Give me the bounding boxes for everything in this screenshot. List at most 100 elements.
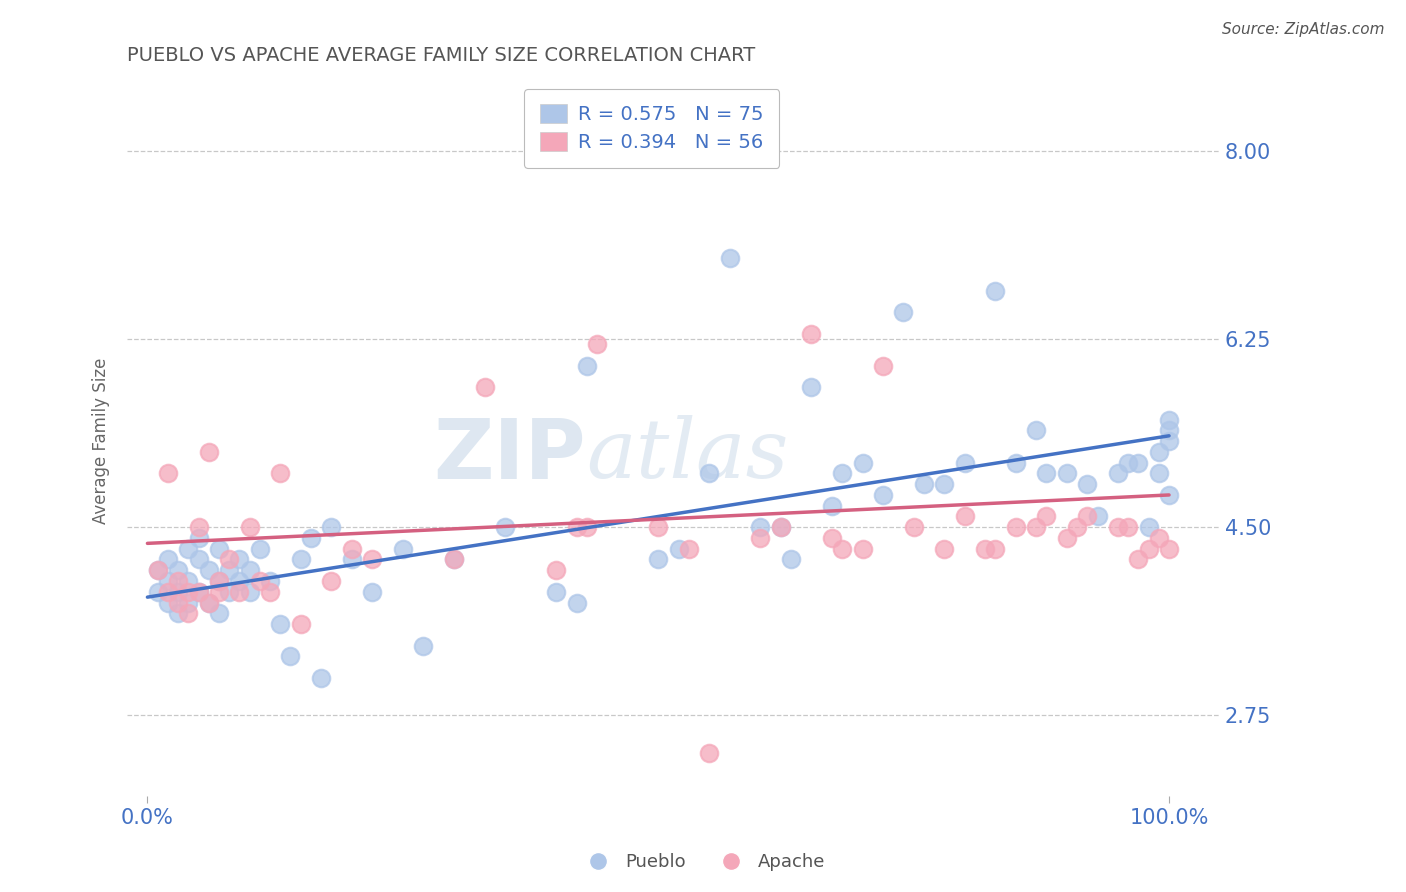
Point <box>167 563 190 577</box>
Point <box>984 541 1007 556</box>
Point <box>197 595 219 609</box>
Point <box>1107 467 1129 481</box>
Point <box>1025 424 1047 438</box>
Point <box>546 584 568 599</box>
Point <box>146 563 169 577</box>
Point <box>167 595 190 609</box>
Point <box>697 746 720 760</box>
Point <box>494 520 516 534</box>
Point <box>974 541 997 556</box>
Point <box>146 563 169 577</box>
Point <box>340 541 363 556</box>
Point <box>831 541 853 556</box>
Point <box>1147 531 1170 545</box>
Point <box>1128 552 1150 566</box>
Point <box>249 541 271 556</box>
Point <box>208 607 231 621</box>
Point <box>1157 412 1180 426</box>
Point <box>1157 424 1180 438</box>
Point <box>361 584 384 599</box>
Point <box>187 520 209 534</box>
Point <box>361 552 384 566</box>
Point <box>668 541 690 556</box>
Point <box>953 509 976 524</box>
Point <box>718 252 741 266</box>
Point <box>249 574 271 588</box>
Point <box>290 617 312 632</box>
Point <box>903 520 925 534</box>
Point <box>228 574 250 588</box>
Point <box>259 574 281 588</box>
Point <box>1147 467 1170 481</box>
Point <box>1157 488 1180 502</box>
Point <box>780 552 803 566</box>
Point <box>443 552 465 566</box>
Point <box>208 574 231 588</box>
Point <box>1116 456 1139 470</box>
Point <box>269 467 291 481</box>
Point <box>1147 445 1170 459</box>
Point <box>953 456 976 470</box>
Point <box>984 284 1007 298</box>
Point <box>228 584 250 599</box>
Point <box>872 488 894 502</box>
Point <box>187 552 209 566</box>
Point <box>1128 456 1150 470</box>
Point <box>1157 541 1180 556</box>
Legend: Pueblo, Apache: Pueblo, Apache <box>574 847 832 879</box>
Point <box>309 671 332 685</box>
Point <box>821 531 844 545</box>
Point <box>749 520 772 534</box>
Point <box>565 595 588 609</box>
Point <box>575 520 598 534</box>
Point <box>1137 520 1160 534</box>
Point <box>443 552 465 566</box>
Point <box>1116 520 1139 534</box>
Point <box>280 649 302 664</box>
Point <box>678 541 700 556</box>
Point <box>239 563 262 577</box>
Point <box>851 541 873 556</box>
Point <box>1076 509 1098 524</box>
Point <box>1025 520 1047 534</box>
Point <box>872 359 894 373</box>
Point <box>259 584 281 599</box>
Point <box>893 305 915 319</box>
Point <box>769 520 792 534</box>
Point <box>1035 509 1057 524</box>
Point <box>269 617 291 632</box>
Point <box>197 595 219 609</box>
Point <box>1107 520 1129 534</box>
Point <box>187 584 209 599</box>
Point <box>1056 531 1078 545</box>
Point <box>187 531 209 545</box>
Point <box>218 552 240 566</box>
Point <box>392 541 415 556</box>
Point <box>647 552 669 566</box>
Point <box>412 639 434 653</box>
Y-axis label: Average Family Size: Average Family Size <box>93 358 110 524</box>
Point <box>321 520 343 534</box>
Point <box>934 541 956 556</box>
Point <box>1157 434 1180 449</box>
Point <box>697 467 720 481</box>
Point <box>177 584 200 599</box>
Point <box>769 520 792 534</box>
Point <box>1066 520 1088 534</box>
Point <box>156 574 179 588</box>
Point <box>177 607 200 621</box>
Point <box>208 541 231 556</box>
Text: PUEBLO VS APACHE AVERAGE FAMILY SIZE CORRELATION CHART: PUEBLO VS APACHE AVERAGE FAMILY SIZE COR… <box>127 46 755 65</box>
Point <box>197 445 219 459</box>
Point <box>177 595 200 609</box>
Point <box>208 574 231 588</box>
Point <box>1056 467 1078 481</box>
Point <box>749 531 772 545</box>
Point <box>156 552 179 566</box>
Point <box>239 520 262 534</box>
Legend: R = 0.575   N = 75, R = 0.394   N = 56: R = 0.575 N = 75, R = 0.394 N = 56 <box>524 89 779 168</box>
Point <box>800 326 823 341</box>
Point <box>290 552 312 566</box>
Point <box>1076 477 1098 491</box>
Point <box>197 563 219 577</box>
